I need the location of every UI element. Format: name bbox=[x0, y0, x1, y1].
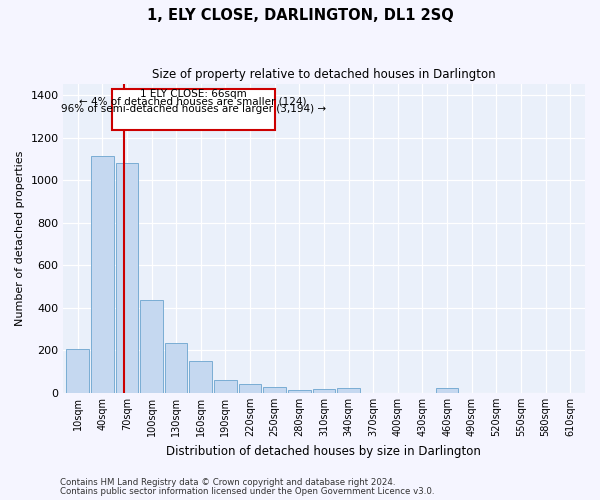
Text: 1 ELY CLOSE: 66sqm: 1 ELY CLOSE: 66sqm bbox=[140, 89, 247, 99]
Bar bbox=[190, 361, 212, 392]
Bar bbox=[239, 384, 262, 392]
Bar bbox=[313, 390, 335, 392]
Bar bbox=[214, 380, 237, 392]
Text: 1, ELY CLOSE, DARLINGTON, DL1 2SQ: 1, ELY CLOSE, DARLINGTON, DL1 2SQ bbox=[146, 8, 454, 22]
Text: 96% of semi-detached houses are larger (3,194) →: 96% of semi-detached houses are larger (… bbox=[61, 104, 326, 114]
Text: ← 4% of detached houses are smaller (124): ← 4% of detached houses are smaller (124… bbox=[79, 96, 307, 106]
X-axis label: Distribution of detached houses by size in Darlington: Distribution of detached houses by size … bbox=[166, 444, 481, 458]
Bar bbox=[337, 388, 360, 392]
Bar bbox=[140, 300, 163, 392]
Y-axis label: Number of detached properties: Number of detached properties bbox=[15, 151, 25, 326]
Bar bbox=[66, 349, 89, 393]
Text: Contains public sector information licensed under the Open Government Licence v3: Contains public sector information licen… bbox=[60, 486, 434, 496]
FancyBboxPatch shape bbox=[112, 88, 275, 130]
Bar bbox=[436, 388, 458, 392]
Bar bbox=[91, 156, 113, 392]
Text: Contains HM Land Registry data © Crown copyright and database right 2024.: Contains HM Land Registry data © Crown c… bbox=[60, 478, 395, 487]
Bar bbox=[165, 342, 187, 392]
Bar bbox=[288, 390, 311, 392]
Bar bbox=[116, 163, 138, 392]
Title: Size of property relative to detached houses in Darlington: Size of property relative to detached ho… bbox=[152, 68, 496, 80]
Bar bbox=[263, 387, 286, 392]
